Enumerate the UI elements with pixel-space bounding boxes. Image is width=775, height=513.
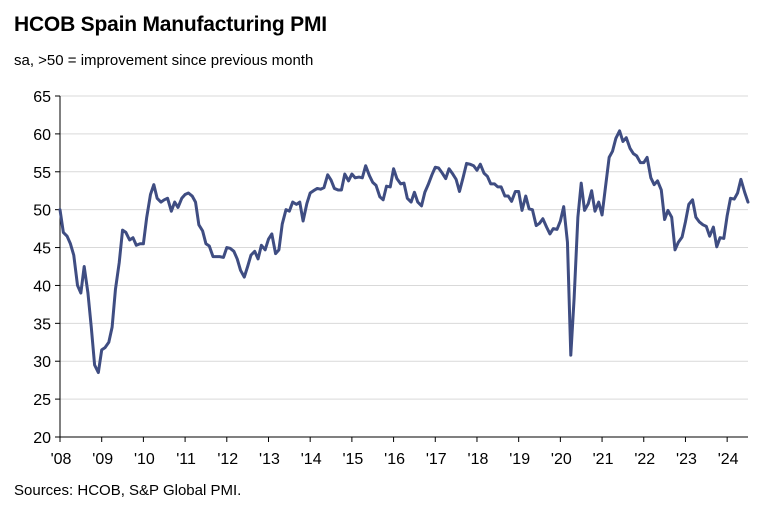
y-tick-label: 40 (33, 278, 51, 295)
y-tick-label: 60 (33, 127, 51, 144)
y-tick-label: 20 (33, 430, 51, 447)
x-tick-label: '08 (51, 451, 72, 468)
y-tick-label: 25 (33, 392, 51, 409)
x-tick-label: '15 (342, 451, 363, 468)
x-tick-label: '11 (176, 451, 196, 468)
y-tick-label: 30 (33, 354, 51, 371)
x-tick-label: '21 (593, 451, 614, 468)
x-tick-label: '24 (718, 451, 739, 468)
x-tick-label: '23 (676, 451, 697, 468)
gridlines (60, 95, 748, 400)
x-tick-label: '22 (634, 451, 655, 468)
x-axis-tick-labels: '08 '09 '10 '11 '12 '13 '14 '15 '16 '17 '18 '19 '20 '… (51, 451, 739, 468)
y-tick-label: 65 (33, 89, 51, 106)
x-tick-label: '20 (551, 451, 572, 468)
x-tick-label: '14 (301, 451, 322, 468)
y-axis-tick-labels: 20 25 30 35 40 45 50 55 60 65 (33, 89, 51, 447)
y-tick-label: 45 (33, 241, 51, 258)
series (58, 129, 750, 375)
x-tick-label: '16 (384, 451, 405, 468)
x-tick-label: '12 (217, 451, 238, 468)
x-tick-label: '17 (426, 451, 447, 468)
x-tick-label: '13 (259, 451, 280, 468)
x-tick-label: '09 (92, 451, 113, 468)
chart-subtitle: sa, >50 = improvement since previous mon… (14, 52, 314, 69)
axes (55, 95, 748, 442)
x-tick-label: '10 (134, 451, 155, 468)
series-line-pmi (58, 129, 750, 375)
y-tick-label: 35 (33, 316, 51, 333)
chart-title: HCOB Spain Manufacturing PMI (14, 13, 327, 36)
y-tick-label: 55 (33, 165, 51, 182)
x-tick-label: '19 (509, 451, 530, 468)
y-tick-label: 50 (33, 203, 51, 220)
x-tick-label: '18 (468, 451, 489, 468)
source-note: Sources: HCOB, S&P Global PMI. (14, 482, 242, 499)
